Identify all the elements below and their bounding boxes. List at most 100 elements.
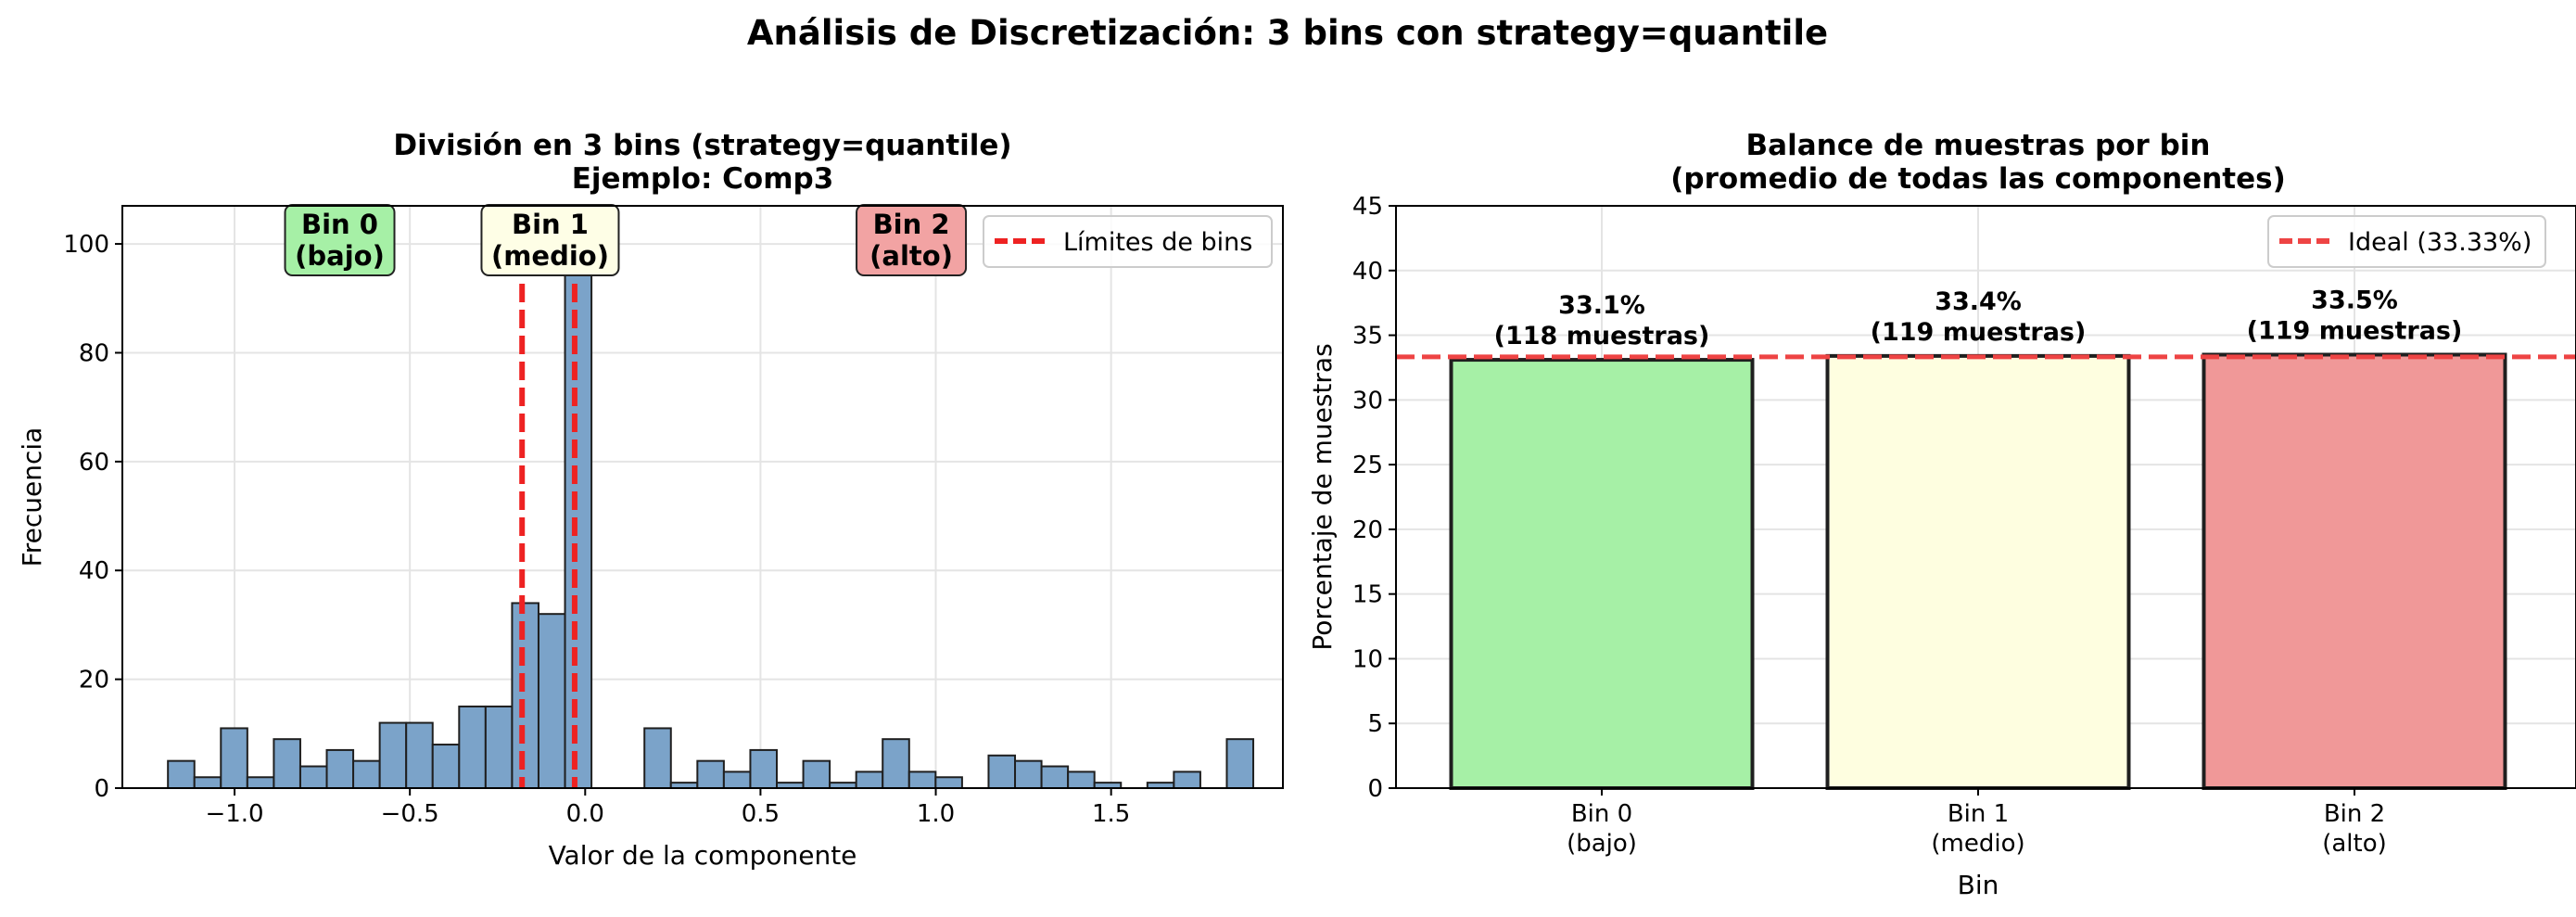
y-tick-label: 20: [1352, 516, 1383, 544]
histogram-y-axis-label: Frecuencia: [17, 427, 47, 567]
histogram-bar: [749, 748, 778, 790]
histogram-bar: [378, 721, 408, 789]
x-tick-label: −0.5: [381, 800, 439, 828]
y-tick-label: 30: [1352, 387, 1383, 414]
histogram-bar: [1173, 771, 1201, 789]
histogram-bar: [1067, 771, 1096, 789]
histogram-bar: [458, 705, 487, 790]
x-tick-label: Bin 2: [2324, 800, 2385, 828]
y-tick-label: 15: [1352, 581, 1383, 609]
histogram-bar: [802, 759, 831, 790]
x-tick-sublabel: (alto): [2322, 830, 2387, 858]
y-tick-label: 20: [79, 667, 109, 694]
histogram-bar: [987, 754, 1017, 789]
balance-bar: [1825, 353, 2131, 790]
y-tick-label: 35: [1352, 323, 1383, 350]
histogram-bar: [273, 738, 301, 789]
histogram-bar: [855, 771, 884, 789]
y-tick-label: 80: [79, 339, 109, 367]
x-tick-label: 1.5: [1092, 800, 1130, 828]
histogram-bar: [722, 771, 752, 789]
region-label-name: Bin 0: [301, 209, 378, 240]
balance-bars: [1449, 352, 2507, 790]
bin-region-labels: Bin 0(bajo) Bin 1(medio) Bin 2(alto): [284, 204, 968, 276]
histogram-bar: [882, 738, 910, 789]
y-tick-label: 5: [1367, 710, 1383, 738]
y-tick-label: 0: [94, 775, 109, 803]
histogram-bar: [696, 759, 725, 790]
histogram-bar: [537, 613, 566, 789]
y-tick-label: 40: [1352, 258, 1383, 286]
balance-y-ticks: 0 5 10 15 20 25 30 35 40 45: [1352, 193, 1396, 803]
histogram-bar: [1014, 759, 1043, 790]
x-tick-label: −1.0: [205, 800, 263, 828]
histogram-bar: [167, 759, 196, 790]
balance-title-line2: (promedio de todas las componentes): [1670, 162, 2286, 196]
histogram-bar: [643, 727, 672, 790]
histogram-bar: [564, 226, 593, 790]
histogram-bar: [1040, 765, 1070, 790]
bin-boundary-lines: [519, 206, 577, 788]
bar-count-label: (119 muestras): [2247, 316, 2463, 345]
y-tick-label: 0: [1367, 775, 1383, 803]
x-tick-label: Bin 1: [1948, 800, 2009, 828]
histogram-plot-frame: [121, 205, 1284, 789]
histogram-bar: [907, 771, 937, 789]
y-tick-label: 100: [63, 231, 109, 259]
x-tick-label: 0.0: [566, 800, 604, 828]
figure-title: Análisis de Discretización: 3 bins con s…: [747, 13, 1828, 53]
balance-legend-label: Ideal (33.33%): [2348, 228, 2532, 257]
region-label-level: (medio): [491, 240, 609, 272]
region-label-name: Bin 2: [873, 209, 950, 240]
histogram-bar: [325, 748, 355, 790]
balance-bar: [1449, 358, 1755, 790]
histogram-bar: [246, 776, 275, 789]
histogram-bar: [405, 721, 434, 789]
balance-y-axis-label: Porcentaje de muestras: [1307, 343, 1338, 650]
bar-count-label: (119 muestras): [1871, 318, 2087, 347]
histogram-bar: [484, 705, 514, 790]
balance-bar: [2202, 352, 2507, 790]
histogram-title-line1: División en 3 bins (strategy=quantile): [393, 129, 1011, 162]
y-tick-label: 40: [79, 557, 109, 585]
histogram-bar: [193, 776, 222, 789]
histogram-legend-label: Límites de bins: [1063, 228, 1252, 257]
balance-plot-frame: [1395, 205, 2576, 789]
histogram-bar: [1225, 738, 1255, 789]
x-tick-sublabel: (medio): [1931, 830, 2024, 858]
y-tick-label: 45: [1352, 193, 1383, 221]
histogram-panel: División en 3 bins (strategy=quantile) E…: [17, 129, 1284, 871]
histogram-y-ticks: 0 20 40 60 80 100: [63, 231, 122, 803]
histogram-bar: [220, 727, 248, 790]
balance-x-ticks: Bin 0(bajo) Bin 1(medio) Bin 2(alto): [1567, 788, 2387, 858]
region-label-name: Bin 1: [512, 209, 589, 240]
balance-title-line1: Balance de muestras por bin: [1746, 129, 2211, 162]
histogram-bar: [431, 744, 461, 790]
balance-bar-labels: 33.1%(118 muestras)33.4%(119 muestras)33…: [1494, 286, 2463, 350]
x-tick-label: 0.5: [742, 800, 780, 828]
y-tick-label: 60: [79, 449, 109, 477]
bar-value-label: 33.5%: [2311, 286, 2398, 314]
histogram-title-line2: Ejemplo: Comp3: [572, 162, 834, 196]
histogram-bar: [934, 776, 963, 789]
histogram-bar: [511, 602, 539, 790]
histogram-bar: [352, 759, 381, 790]
x-tick-label: Bin 0: [1571, 800, 1632, 828]
region-label-level: (bajo): [295, 240, 385, 272]
histogram-x-axis-label: Valor de la componente: [549, 840, 857, 871]
histogram-legend: Límites de bins: [983, 215, 1273, 268]
bar-count-label: (118 muestras): [1494, 322, 1710, 350]
balance-x-axis-label: Bin: [1958, 870, 1999, 900]
histogram-bar: [298, 765, 328, 790]
bar-value-label: 33.1%: [1558, 291, 1645, 320]
histogram-x-ticks: −1.0 −0.5 0.0 0.5 1.0 1.5: [205, 788, 1130, 828]
x-tick-sublabel: (bajo): [1567, 830, 1637, 858]
y-tick-label: 10: [1352, 645, 1383, 673]
region-label-level: (alto): [869, 240, 953, 272]
balance-legend: Ideal (33.33%): [2267, 215, 2546, 268]
bar-value-label: 33.4%: [1935, 287, 2022, 316]
y-tick-label: 25: [1352, 452, 1383, 479]
balance-panel: Balance de muestras por bin (promedio de…: [1307, 129, 2576, 900]
x-tick-label: 1.0: [917, 800, 955, 828]
